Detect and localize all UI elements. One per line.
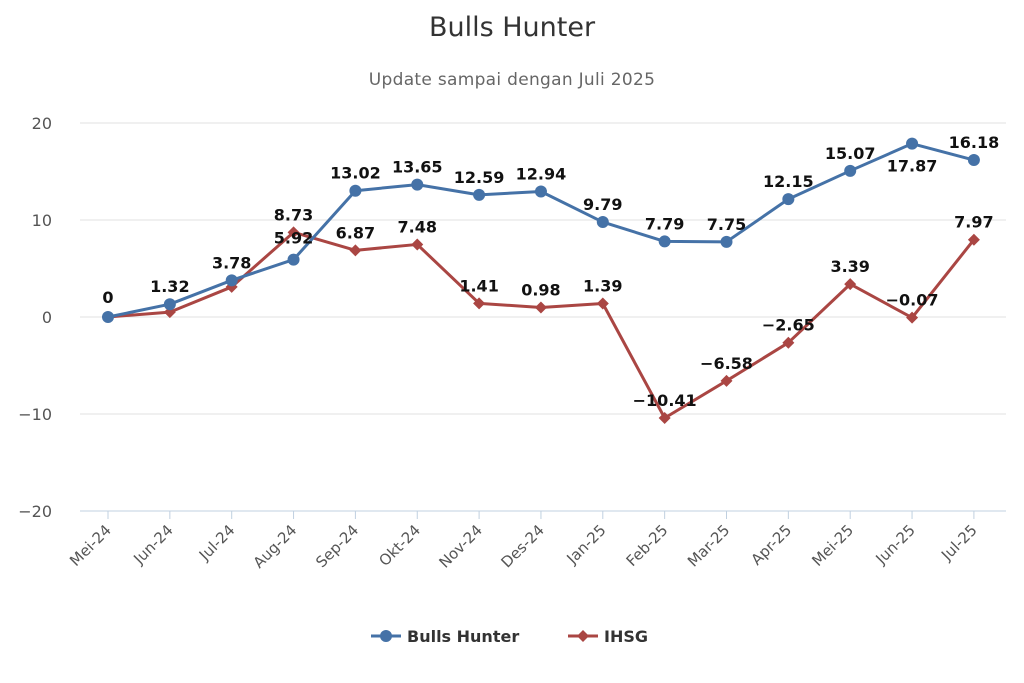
chart-title: Bulls Hunter bbox=[428, 12, 596, 43]
data-point bbox=[534, 301, 547, 314]
legend-label: IHSG bbox=[604, 627, 648, 646]
data-point bbox=[596, 297, 609, 310]
data-point bbox=[906, 137, 919, 150]
data-label: −2.65 bbox=[762, 316, 815, 335]
x-tick-label: Des-24 bbox=[498, 521, 548, 571]
data-label: 12.59 bbox=[454, 168, 505, 187]
x-tick-label: Jul-25 bbox=[937, 521, 981, 565]
data-label: 3.78 bbox=[212, 253, 251, 272]
data-point bbox=[473, 297, 486, 310]
data-label: 1.39 bbox=[583, 277, 622, 296]
data-label: 1.32 bbox=[150, 277, 189, 296]
data-label: 7.97 bbox=[954, 213, 993, 232]
series-layer bbox=[102, 137, 980, 424]
x-tick-label: Mar-25 bbox=[684, 521, 733, 570]
y-tick-label: −20 bbox=[18, 502, 52, 521]
x-tick-label: Okt-24 bbox=[375, 521, 424, 570]
data-label: 13.02 bbox=[330, 164, 381, 183]
data-point bbox=[287, 226, 300, 239]
grid-lines bbox=[80, 122, 1006, 512]
x-tick-label: Jan-25 bbox=[563, 521, 610, 568]
data-point bbox=[844, 278, 857, 291]
data-label: 5.92 bbox=[274, 229, 313, 248]
x-tick-label: Feb-25 bbox=[623, 521, 672, 570]
data-point bbox=[720, 235, 733, 248]
data-point bbox=[658, 411, 671, 424]
chart-subtitle: Update sampai dengan Juli 2025 bbox=[368, 70, 656, 90]
data-label: 3.39 bbox=[830, 257, 869, 276]
data-label: 7.79 bbox=[645, 214, 684, 233]
data-point bbox=[287, 253, 300, 266]
x-tick-label: Nov-24 bbox=[435, 521, 485, 571]
x-tick-label: Mei-24 bbox=[66, 521, 115, 570]
data-label: 17.87 bbox=[887, 157, 938, 176]
data-label: 0.98 bbox=[521, 280, 560, 299]
legend[interactable]: Bulls Hunter IHSG bbox=[371, 627, 648, 646]
data-point bbox=[596, 216, 609, 229]
data-labels: 0 1.32 3.78 5.92 13.02 13.65 12.59 12.94 9.79 7.7… bbox=[102, 133, 999, 410]
y-tick-label: 20 bbox=[32, 114, 52, 133]
data-point bbox=[782, 336, 795, 349]
y-tick-label: 10 bbox=[32, 211, 52, 230]
data-point bbox=[473, 188, 486, 201]
x-tick-label: Jun-24 bbox=[129, 521, 176, 568]
x-tick-label: Jun-25 bbox=[872, 521, 919, 568]
data-point bbox=[411, 238, 424, 251]
data-point bbox=[102, 311, 114, 323]
y-tick-label: 0 bbox=[42, 308, 52, 327]
data-point bbox=[844, 164, 857, 177]
data-label: 16.18 bbox=[949, 133, 1000, 152]
x-tick-label: Mei-25 bbox=[808, 521, 857, 570]
legend-marker bbox=[577, 630, 589, 642]
data-label: 13.65 bbox=[392, 158, 443, 177]
data-label: 7.75 bbox=[707, 215, 746, 234]
legend-item[interactable]: Bulls Hunter bbox=[371, 627, 519, 646]
data-point bbox=[906, 311, 919, 324]
legend-label: Bulls Hunter bbox=[407, 627, 519, 646]
data-point bbox=[349, 244, 362, 257]
data-point bbox=[225, 274, 238, 287]
data-point bbox=[782, 193, 795, 206]
data-label: −6.58 bbox=[700, 354, 753, 373]
data-point bbox=[967, 233, 980, 246]
legend-item[interactable]: IHSG bbox=[568, 627, 648, 646]
data-point bbox=[534, 185, 547, 198]
y-tick-label: −10 bbox=[18, 405, 52, 424]
x-axis-ticks: Mei-24 Jun-24 Jul-24 Aug-24 Sep-24 Okt-24 Nov-… bbox=[66, 511, 981, 572]
data-label: −0.07 bbox=[886, 291, 939, 310]
legend-marker bbox=[380, 630, 392, 642]
data-label: 15.07 bbox=[825, 144, 876, 163]
data-label: 0 bbox=[102, 288, 113, 307]
data-point bbox=[349, 184, 362, 197]
data-label: 12.94 bbox=[516, 164, 567, 183]
x-tick-label: Jul-24 bbox=[195, 521, 239, 565]
data-label: 1.41 bbox=[459, 276, 498, 295]
data-point bbox=[163, 298, 176, 311]
data-label: 8.73 bbox=[274, 205, 313, 224]
data-label: −10.41 bbox=[633, 391, 697, 410]
data-label: 6.87 bbox=[336, 223, 375, 242]
data-point bbox=[658, 235, 671, 248]
data-label: 7.48 bbox=[398, 217, 437, 236]
data-point bbox=[720, 374, 733, 387]
x-tick-label: Sep-24 bbox=[312, 521, 362, 571]
data-label: 12.15 bbox=[763, 172, 814, 191]
data-point bbox=[967, 154, 980, 167]
x-tick-label: Aug-24 bbox=[250, 521, 301, 572]
y-axis-ticks: 20 10 0 −10 −20 bbox=[18, 114, 52, 521]
data-label: 9.79 bbox=[583, 195, 622, 214]
x-tick-label: Apr-25 bbox=[747, 521, 795, 569]
data-point bbox=[411, 178, 424, 191]
